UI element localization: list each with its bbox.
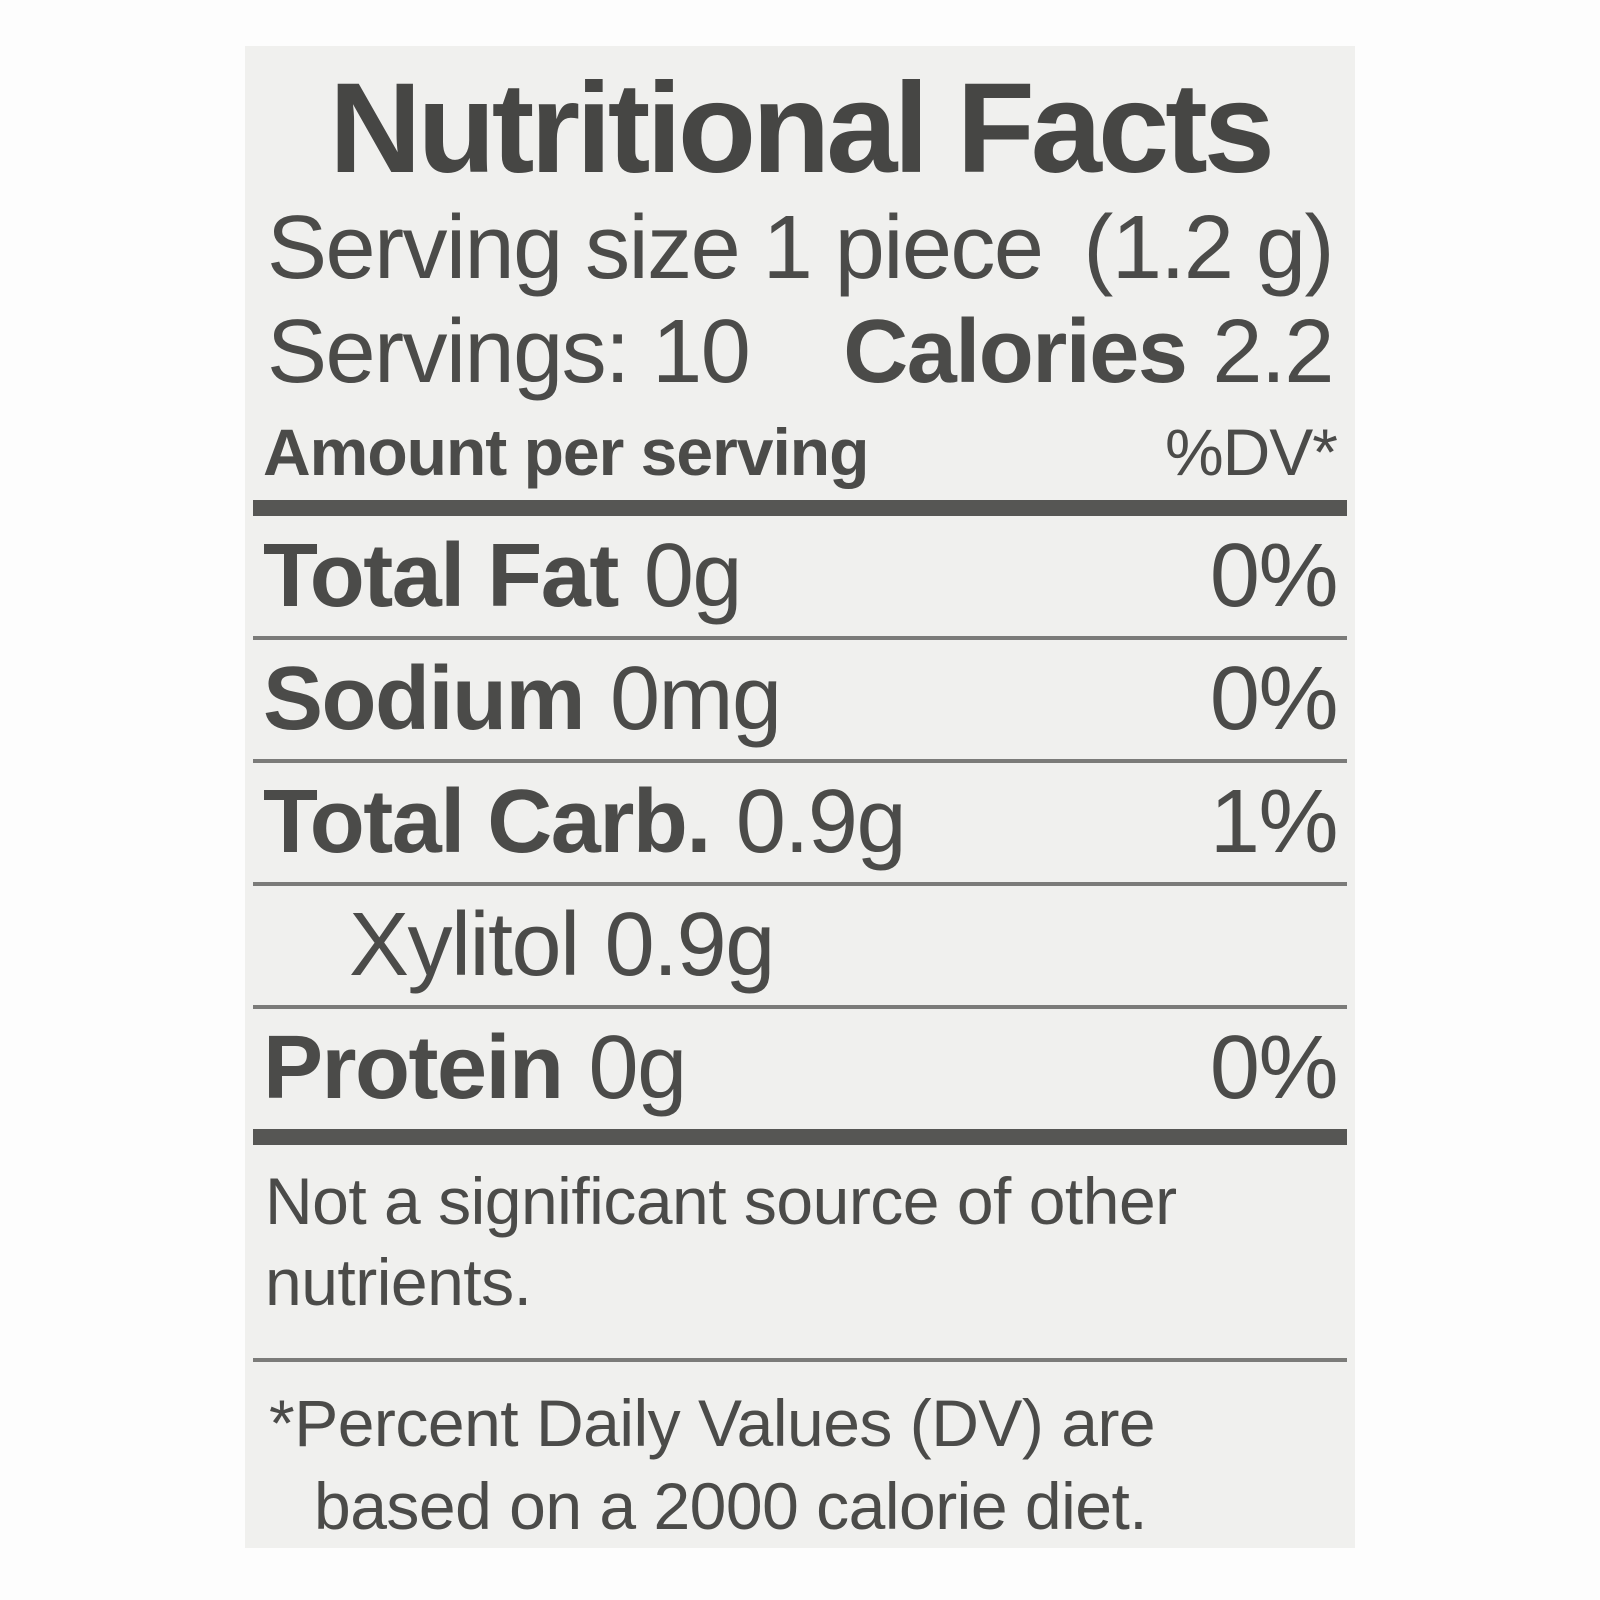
nutrient-text: Sodium 0mg xyxy=(263,648,782,751)
servings-calories-line: Servings: 10 Calories 2.2 xyxy=(245,300,1355,404)
calories-group: Calories 2.2 xyxy=(843,301,1334,404)
row-rule xyxy=(253,882,1347,887)
nutrient-row-total-carb: Total Carb. 0.9g 1% xyxy=(245,763,1355,882)
nutrient-dv: 0% xyxy=(1209,648,1339,749)
nutrient-amount: 0.9g xyxy=(604,895,776,996)
column-header: Amount per serving %DV* xyxy=(245,405,1355,500)
nutrient-row-protein: Protein 0g 0% xyxy=(245,1009,1355,1128)
nutrient-amount: 0g xyxy=(588,1018,688,1119)
row-rule xyxy=(253,758,1347,763)
serving-size-line: Serving size 1 piece (1.2 g) xyxy=(245,196,1355,300)
servings-count: Servings: 10 xyxy=(267,302,751,403)
note-text: Not a significant source of other nutrie… xyxy=(265,1164,1177,1320)
nutrient-text: Xylitol 0.9g xyxy=(349,894,776,997)
footnote-text: Percent Daily Values (DV) are based on a… xyxy=(294,1385,1156,1543)
footnote-inner: *Percent Daily Values (DV) are based on … xyxy=(269,1382,1295,1548)
separator-bar-top xyxy=(253,499,1347,517)
nutrient-name: Total Carb. xyxy=(263,772,711,873)
nutrient-name: Protein xyxy=(263,1018,564,1119)
nutrient-row-sodium: Sodium 0mg 0% xyxy=(245,640,1355,759)
nutrition-label-card: Nutritional Facts Serving size 1 piece (… xyxy=(245,46,1355,1548)
nutrient-name: Xylitol xyxy=(349,895,580,996)
serving-size-weight: (1.2 g) xyxy=(1083,197,1334,298)
nutrient-amount: 0mg xyxy=(610,648,782,749)
footnote: *Percent Daily Values (DV) are based on … xyxy=(245,1362,1355,1548)
footnote-rule xyxy=(253,1357,1347,1362)
nutrient-name: Sodium xyxy=(263,648,586,749)
nutrient-dv: 1% xyxy=(1209,772,1339,873)
nutrient-row-xylitol: Xylitol 0.9g xyxy=(245,886,1355,1005)
calories-label: Calories xyxy=(843,302,1188,403)
row-rule xyxy=(253,635,1347,640)
nutrient-dv: 0% xyxy=(1209,1018,1339,1119)
nutrient-amount: 0g xyxy=(643,525,743,626)
column-header-dv: %DV* xyxy=(1164,414,1338,489)
nutrient-dv: 0% xyxy=(1209,525,1339,626)
nutrient-text: Total Carb. 0.9g xyxy=(263,771,907,874)
nutrient-text: Total Fat 0g xyxy=(263,525,743,628)
nutrient-name: Total Fat xyxy=(263,525,619,626)
nutrient-amount: 0.9g xyxy=(735,772,907,873)
row-rule xyxy=(253,1005,1347,1010)
nutrient-row-total-fat: Total Fat 0g 0% xyxy=(245,516,1355,635)
nutrient-text: Protein 0g xyxy=(263,1017,688,1120)
footnote-marker: * xyxy=(269,1385,295,1460)
calories-value: 2.2 xyxy=(1212,302,1334,403)
separator-bar-bottom xyxy=(253,1128,1347,1146)
serving-size-text: Serving size 1 piece xyxy=(267,197,1044,298)
column-header-amount: Amount per serving xyxy=(263,414,869,489)
label-title: Nutritional Facts xyxy=(329,57,1275,200)
